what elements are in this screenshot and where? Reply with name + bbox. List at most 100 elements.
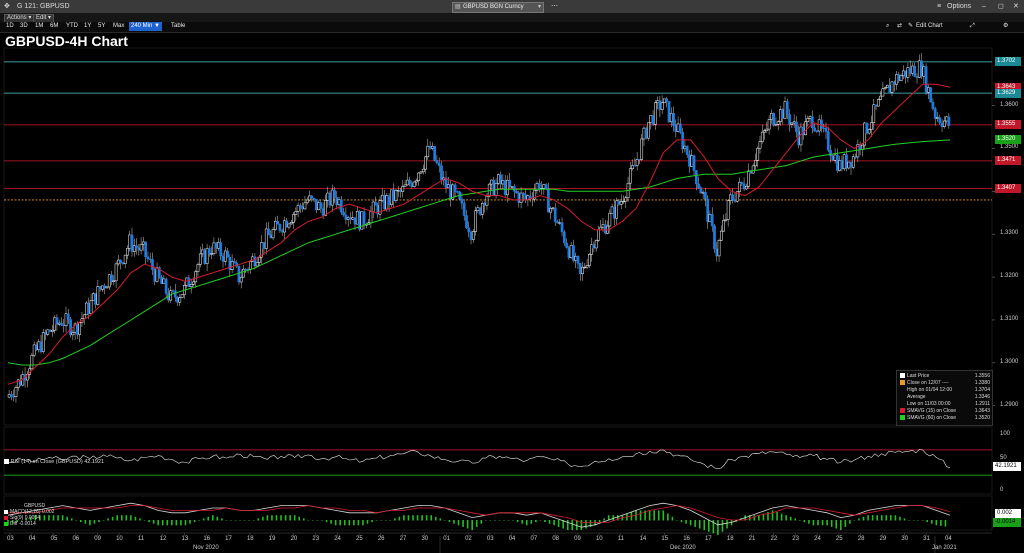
candle-up [351, 217, 355, 220]
macd-diff-bar [471, 520, 473, 531]
macd-diff-bar [648, 510, 651, 521]
candle-up [760, 131, 764, 142]
day-tick-label: 04 [945, 536, 952, 542]
candle-down [440, 165, 443, 181]
candle-up [476, 207, 480, 212]
candle-up [738, 181, 741, 192]
range-1m-button[interactable]: 1M [35, 23, 44, 29]
range-3d-button[interactable]: 3D [20, 23, 28, 29]
candle-up [649, 115, 653, 123]
range-5y-button[interactable]: 5Y [98, 23, 106, 29]
ticker-icon: ▤ [455, 4, 461, 10]
price-tick-label: 1.3000 [1000, 358, 1019, 365]
settings-gear-icon[interactable]: ⚙ [1003, 23, 1009, 29]
candle-up [85, 302, 88, 316]
day-tick-label: 10 [595, 536, 603, 542]
window-move-icon[interactable]: ✥ [4, 3, 10, 10]
range-1d-button[interactable]: 1D [6, 23, 14, 29]
candle-up [767, 119, 771, 130]
day-tick-label: 17 [705, 536, 712, 542]
minimize-button[interactable]: – [982, 3, 986, 10]
macd-diff-bar [302, 518, 305, 521]
candle-up [779, 109, 782, 122]
table-button[interactable]: Table [171, 23, 186, 29]
rsi-tick-0: 0 [1000, 487, 1004, 493]
macd-diff-bar [603, 518, 605, 521]
range-max-button[interactable]: Max [113, 23, 125, 29]
candle-up [178, 297, 182, 303]
edit-chart-button[interactable]: Edit Chart [916, 23, 943, 29]
candle-up [308, 195, 311, 201]
macd-diff-bar [785, 515, 787, 521]
candle-up [380, 194, 384, 201]
macd-diff-bar [161, 520, 164, 526]
macd-diff-bar [75, 520, 78, 521]
macd-diff-bar [248, 520, 250, 521]
candle-up [114, 263, 118, 282]
interval-select[interactable]: 240 Min ▼ [129, 22, 162, 31]
macd-legend-swatch [4, 515, 8, 520]
candle-up [117, 259, 120, 265]
candle-down [60, 322, 63, 326]
options-menu[interactable]: Options [947, 3, 972, 10]
candle-down [897, 74, 901, 81]
candle-down [203, 249, 207, 264]
candle-up [569, 245, 573, 258]
macd-diff-bar [503, 520, 505, 521]
candle-down [344, 214, 348, 220]
candle-up [747, 170, 750, 187]
day-tick-label: 29 [879, 536, 887, 542]
macd-diff-bar [448, 520, 451, 523]
macd-diff-bar [93, 520, 96, 524]
candle-down [824, 127, 828, 132]
day-tick-label: 08 [552, 536, 560, 542]
day-tick-label: 20 [290, 536, 298, 542]
day-tick-label: 30 [421, 536, 429, 542]
range-ytd-button[interactable]: YTD [66, 23, 78, 29]
options-icon: ≡ [937, 3, 942, 10]
month-label: Dec 2020 [670, 545, 696, 551]
macd-diff-bar [771, 510, 774, 521]
candle-up [783, 101, 787, 119]
more-options-icon[interactable]: ⋯ [551, 3, 558, 10]
close-button[interactable]: ✕ [1013, 3, 1019, 10]
price-tick-label: 1.3300 [1000, 230, 1019, 237]
macd-diff-bar [330, 520, 332, 524]
restore-button[interactable]: ◻ [998, 3, 1004, 10]
candle-down [62, 324, 66, 327]
candle-up [635, 158, 639, 166]
macd-diff-bar [111, 516, 114, 521]
candle-up [876, 99, 880, 107]
candle-up [863, 122, 867, 146]
candle-down [733, 199, 737, 202]
macd-diff-bar [726, 520, 728, 529]
candle-down [560, 222, 564, 233]
macd-diff-bar [598, 520, 601, 523]
range-6m-button[interactable]: 6M [50, 23, 59, 29]
legend-value: 1.3520 [974, 415, 990, 421]
macd-diff-bar [353, 520, 355, 526]
range-1y-button[interactable]: 1Y [84, 23, 92, 29]
candle-up [690, 155, 694, 167]
candle-down [672, 112, 675, 126]
macd-diff-bar [334, 520, 337, 526]
candle-up [804, 121, 807, 136]
ticker-selector[interactable]: ▤ GBPUSD BGN Curncy ▾ [452, 2, 544, 13]
zoom-icon[interactable]: ⌕ [886, 23, 890, 29]
candle-up [248, 261, 252, 270]
candle-down [537, 183, 541, 190]
macd-diff-bar [202, 518, 205, 521]
candle-up [305, 199, 309, 204]
legend-row: Last Price 1.3556 [900, 373, 990, 380]
compare-icon[interactable]: ⇄ [897, 23, 903, 29]
expand-icon[interactable]: ⤢ [970, 23, 975, 29]
macd-diff-bar [175, 520, 178, 526]
candle-up [271, 229, 275, 239]
candle-up [510, 186, 514, 188]
macd-diff-bar [198, 520, 200, 521]
macd-diff-bar [252, 520, 255, 521]
candle-down [214, 242, 218, 249]
macd-diff-bar [753, 515, 756, 521]
candle-up [155, 267, 159, 282]
